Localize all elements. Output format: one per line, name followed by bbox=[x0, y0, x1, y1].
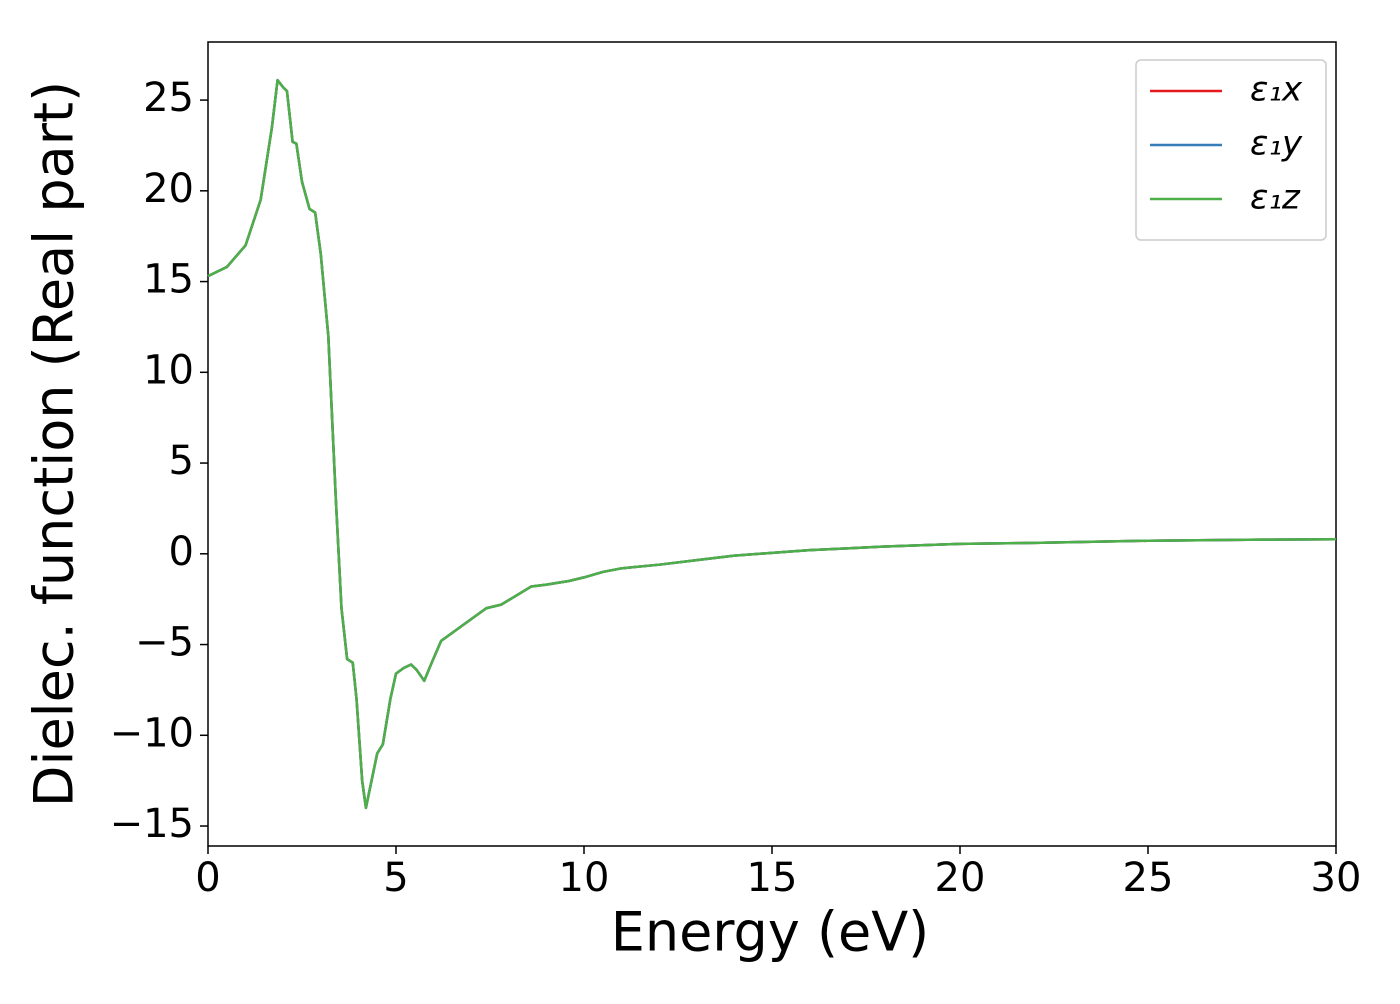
y-axis-label: Dielec. function (Real part) bbox=[23, 81, 86, 807]
legend-label: ε₁y bbox=[1250, 124, 1303, 164]
y-tick-label: −5 bbox=[135, 620, 194, 666]
y-tick-label: −10 bbox=[110, 710, 194, 756]
x-tick-label: 15 bbox=[747, 855, 798, 901]
x-tick-label: 20 bbox=[935, 855, 986, 901]
y-tick-label: 0 bbox=[169, 529, 194, 575]
y-tick-label: 15 bbox=[143, 257, 194, 303]
x-tick-label: 25 bbox=[1123, 855, 1174, 901]
legend-label: ε₁x bbox=[1250, 70, 1303, 110]
y-tick-label: 25 bbox=[143, 75, 194, 121]
y-tick-label: 20 bbox=[143, 166, 194, 212]
legend-label: ε₁z bbox=[1250, 178, 1301, 218]
x-axis-label: Energy (eV) bbox=[611, 901, 930, 964]
y-tick-label: 10 bbox=[143, 347, 194, 393]
x-tick-label: 5 bbox=[383, 855, 408, 901]
x-tick-label: 0 bbox=[195, 855, 220, 901]
x-tick-label: 30 bbox=[1311, 855, 1362, 901]
y-tick-label: 5 bbox=[169, 438, 194, 484]
series-line bbox=[207, 78, 1337, 810]
y-tick-label: −15 bbox=[110, 801, 194, 847]
x-tick-label: 10 bbox=[559, 855, 610, 901]
legend-box bbox=[1135, 59, 1327, 241]
